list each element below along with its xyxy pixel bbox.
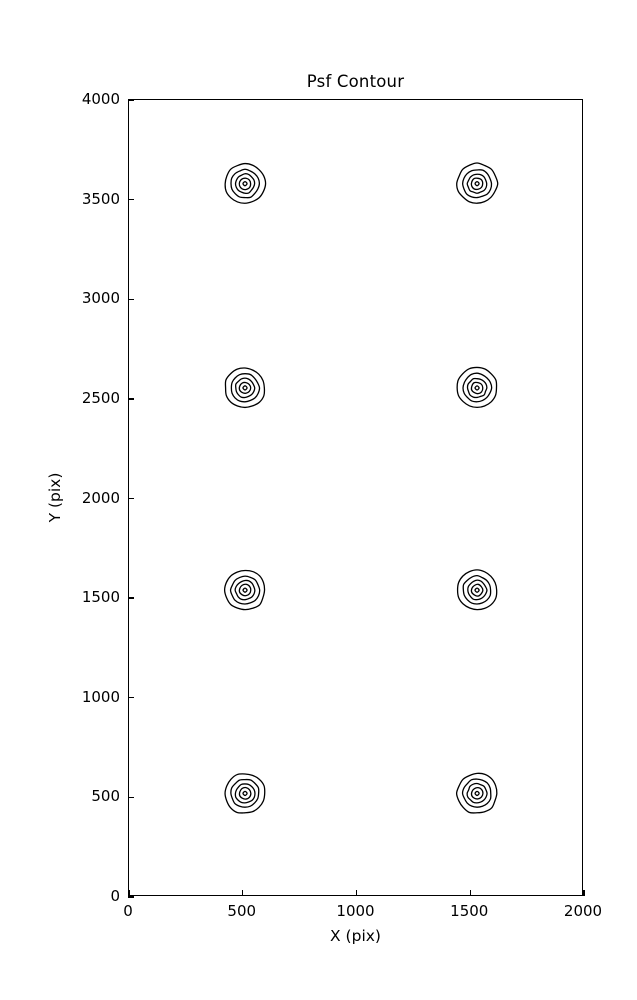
- contour-cluster: [224, 367, 266, 409]
- y-tick: [128, 298, 134, 300]
- contour-level: [224, 773, 266, 814]
- contour-cluster: [456, 366, 498, 409]
- contour-level: [474, 180, 480, 187]
- contour-level: [461, 778, 492, 808]
- x-tick: [242, 890, 244, 896]
- x-tick: [355, 890, 358, 896]
- y-tick-label: 1000: [81, 687, 120, 706]
- contour-level: [462, 575, 492, 605]
- contour-level: [234, 579, 256, 601]
- x-tick-label: 0: [123, 902, 133, 920]
- y-tick-label: 2000: [81, 488, 120, 507]
- contour-level: [230, 168, 261, 199]
- contour-cluster: [223, 569, 266, 611]
- y-tick: [128, 597, 134, 599]
- contour-cluster: [224, 162, 267, 204]
- contour-level: [230, 778, 260, 808]
- y-tick-label: 2500: [81, 388, 120, 407]
- contour-level: [456, 569, 498, 611]
- contour-level: [461, 169, 493, 199]
- y-tick: [128, 398, 134, 400]
- contour-level: [223, 569, 266, 611]
- x-tick: [128, 890, 130, 896]
- contour-level: [234, 377, 256, 399]
- x-tick-label: 1500: [450, 902, 489, 920]
- contour-level: [466, 173, 488, 194]
- contour-level: [470, 583, 484, 597]
- contour-plot-canvas: [223, 162, 499, 814]
- contour-level: [474, 587, 480, 593]
- contour-level: [238, 786, 252, 800]
- y-tick-label: 1500: [81, 588, 120, 607]
- y-tick: [128, 99, 134, 101]
- contour-level: [456, 366, 498, 409]
- contour-level: [456, 162, 499, 204]
- contour-level: [466, 377, 488, 399]
- x-tick: [469, 890, 471, 896]
- contour-level: [242, 180, 248, 187]
- x-tick-label: 500: [227, 902, 257, 920]
- y-tick-label: 4000: [81, 90, 120, 108]
- contour-level: [462, 372, 493, 403]
- contour-level: [238, 583, 252, 597]
- y-tick: [128, 896, 134, 898]
- contour-level: [242, 587, 248, 593]
- contour-level: [229, 575, 261, 605]
- contour-level: [234, 173, 256, 194]
- contour-cluster: [456, 162, 499, 204]
- y-tick-label: 3000: [81, 289, 120, 308]
- contour-level: [466, 782, 488, 804]
- contour-level: [470, 786, 484, 800]
- contour-cluster: [224, 773, 266, 814]
- y-tick-label: 3500: [81, 189, 120, 208]
- contour-level: [242, 385, 248, 391]
- x-tick-label: 2000: [563, 902, 603, 920]
- contour-level: [234, 783, 256, 804]
- y-axis-label: Y (pix): [46, 472, 64, 523]
- contour-cluster: [456, 569, 498, 611]
- contour-level: [224, 162, 267, 204]
- plot-axes: [128, 99, 585, 898]
- contour-level: [224, 367, 266, 409]
- contour-level: [455, 772, 498, 814]
- y-tick-label: 0: [110, 887, 120, 905]
- contour-level: [467, 579, 488, 601]
- x-axis-label: X (pix): [330, 927, 381, 945]
- contour-level: [474, 790, 480, 797]
- y-tick: [128, 497, 134, 500]
- contour-cluster: [455, 772, 498, 814]
- y-tick-label: 500: [91, 787, 120, 806]
- contour-level: [474, 385, 480, 391]
- y-tick: [128, 697, 134, 699]
- contour-level: [238, 381, 252, 394]
- contour-level: [238, 177, 252, 191]
- y-tick: [128, 198, 134, 201]
- page-title: Psf Contour: [306, 72, 405, 91]
- x-tick-label: 1000: [336, 902, 375, 920]
- contour-level: [242, 790, 248, 797]
- contour-level: [470, 381, 484, 395]
- y-tick: [128, 796, 134, 799]
- contour-level: [230, 373, 261, 403]
- x-tick: [583, 890, 585, 896]
- contour-level: [470, 177, 484, 191]
